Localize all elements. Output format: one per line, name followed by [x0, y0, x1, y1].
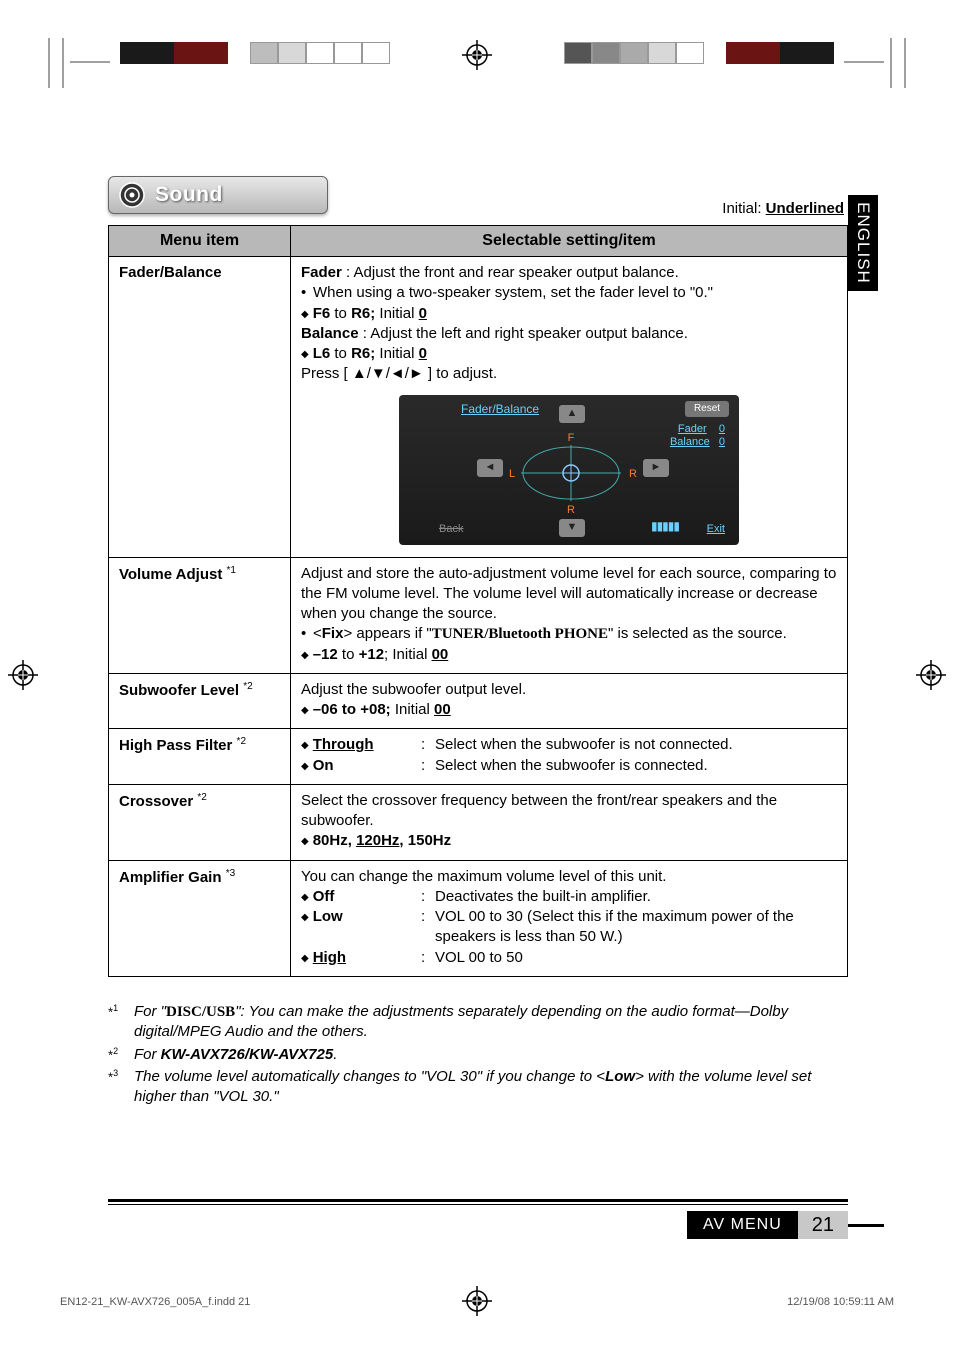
page-rule-thick [108, 1199, 848, 1202]
row-crossover: Crossover *2 Select the crossover freque… [109, 784, 848, 860]
language-tab: ENGLISH [848, 195, 878, 291]
registration-mark-left [8, 660, 38, 690]
cell-amp: You can change the maximum volume level … [291, 860, 848, 976]
label-voladj: Volume Adjust *1 [109, 557, 291, 673]
svg-text:L: L [509, 468, 515, 480]
label-hpf: High Pass Filter *2 [109, 729, 291, 785]
exit-label: Exit [707, 522, 725, 537]
section-header: Sound [108, 176, 328, 214]
page-rule-thin [108, 1204, 848, 1205]
page-section: AV MENU [687, 1211, 798, 1239]
fader-screenshot: Fader/Balance Reset Fader 0 Balance 0 ▲ … [399, 395, 739, 545]
reset-button: Reset [685, 401, 729, 417]
label-sub: Subwoofer Level *2 [109, 673, 291, 729]
cell-sub: Adjust the subwoofer output level. –06 t… [291, 673, 848, 729]
header-setting: Selectable setting/item [291, 226, 848, 257]
footnote-1: *1For "DISC/USB": You can make the adjus… [108, 1002, 848, 1043]
initial-note: Initial: Underlined [722, 200, 844, 217]
page-number: 21 [798, 1211, 848, 1239]
registration-mark-bottom [462, 1286, 492, 1316]
registration-mark-right [916, 660, 946, 690]
up-button: ▲ [559, 405, 585, 423]
row-subwoofer: Subwoofer Level *2 Adjust the subwoofer … [109, 673, 848, 729]
speaker-icon [119, 182, 145, 208]
footnotes: *1For "DISC/USB": You can make the adjus… [108, 1002, 848, 1109]
cell-voladj: Adjust and store the auto-adjustment vol… [291, 557, 848, 673]
down-button: ▼ [559, 519, 585, 537]
crosshair-icon: F L R R [501, 431, 641, 515]
print-footer-right: 12/19/08 10:59:11 AM [787, 1296, 894, 1308]
settings-table: Menu item Selectable setting/item Fader/… [108, 225, 848, 977]
row-amp: Amplifier Gain *3 You can change the max… [109, 860, 848, 976]
label-fader: Fader/Balance [109, 257, 291, 558]
row-volume-adjust: Volume Adjust *1 Adjust and store the au… [109, 557, 848, 673]
label-amp: Amplifier Gain *3 [109, 860, 291, 976]
label-cross: Crossover *2 [109, 784, 291, 860]
page-indicator: AV MENU 21 [687, 1211, 848, 1239]
cell-fader: Fader : Adjust the front and rear speake… [291, 257, 848, 558]
row-hpf: High Pass Filter *2 Through:Select when … [109, 729, 848, 785]
header-menu: Menu item [109, 226, 291, 257]
cell-hpf: Through:Select when the subwoofer is not… [291, 729, 848, 785]
cell-cross: Select the crossover frequency between t… [291, 784, 848, 860]
left-button: ◄ [477, 459, 503, 477]
svg-text:F: F [568, 432, 575, 444]
footnote-2: *2For KW-AVX726/KW-AVX725. [108, 1045, 848, 1065]
page-tail-rule [848, 1224, 884, 1227]
svg-text:R: R [567, 504, 575, 515]
language-label: ENGLISH [853, 202, 873, 284]
level-bars-icon: ▮▮▮▮▮ [651, 518, 679, 534]
registration-mark-top [462, 40, 492, 70]
row-fader: Fader/Balance Fader : Adjust the front a… [109, 257, 848, 558]
footnote-3: *3The volume level automatically changes… [108, 1067, 848, 1108]
color-bar-right [554, 42, 834, 64]
section-title: Sound [155, 183, 223, 207]
svg-text:R: R [629, 468, 637, 480]
print-footer-left: EN12-21_KW-AVX726_005A_f.indd 21 [60, 1296, 250, 1308]
right-button: ► [643, 459, 669, 477]
back-label: Back [439, 522, 463, 537]
